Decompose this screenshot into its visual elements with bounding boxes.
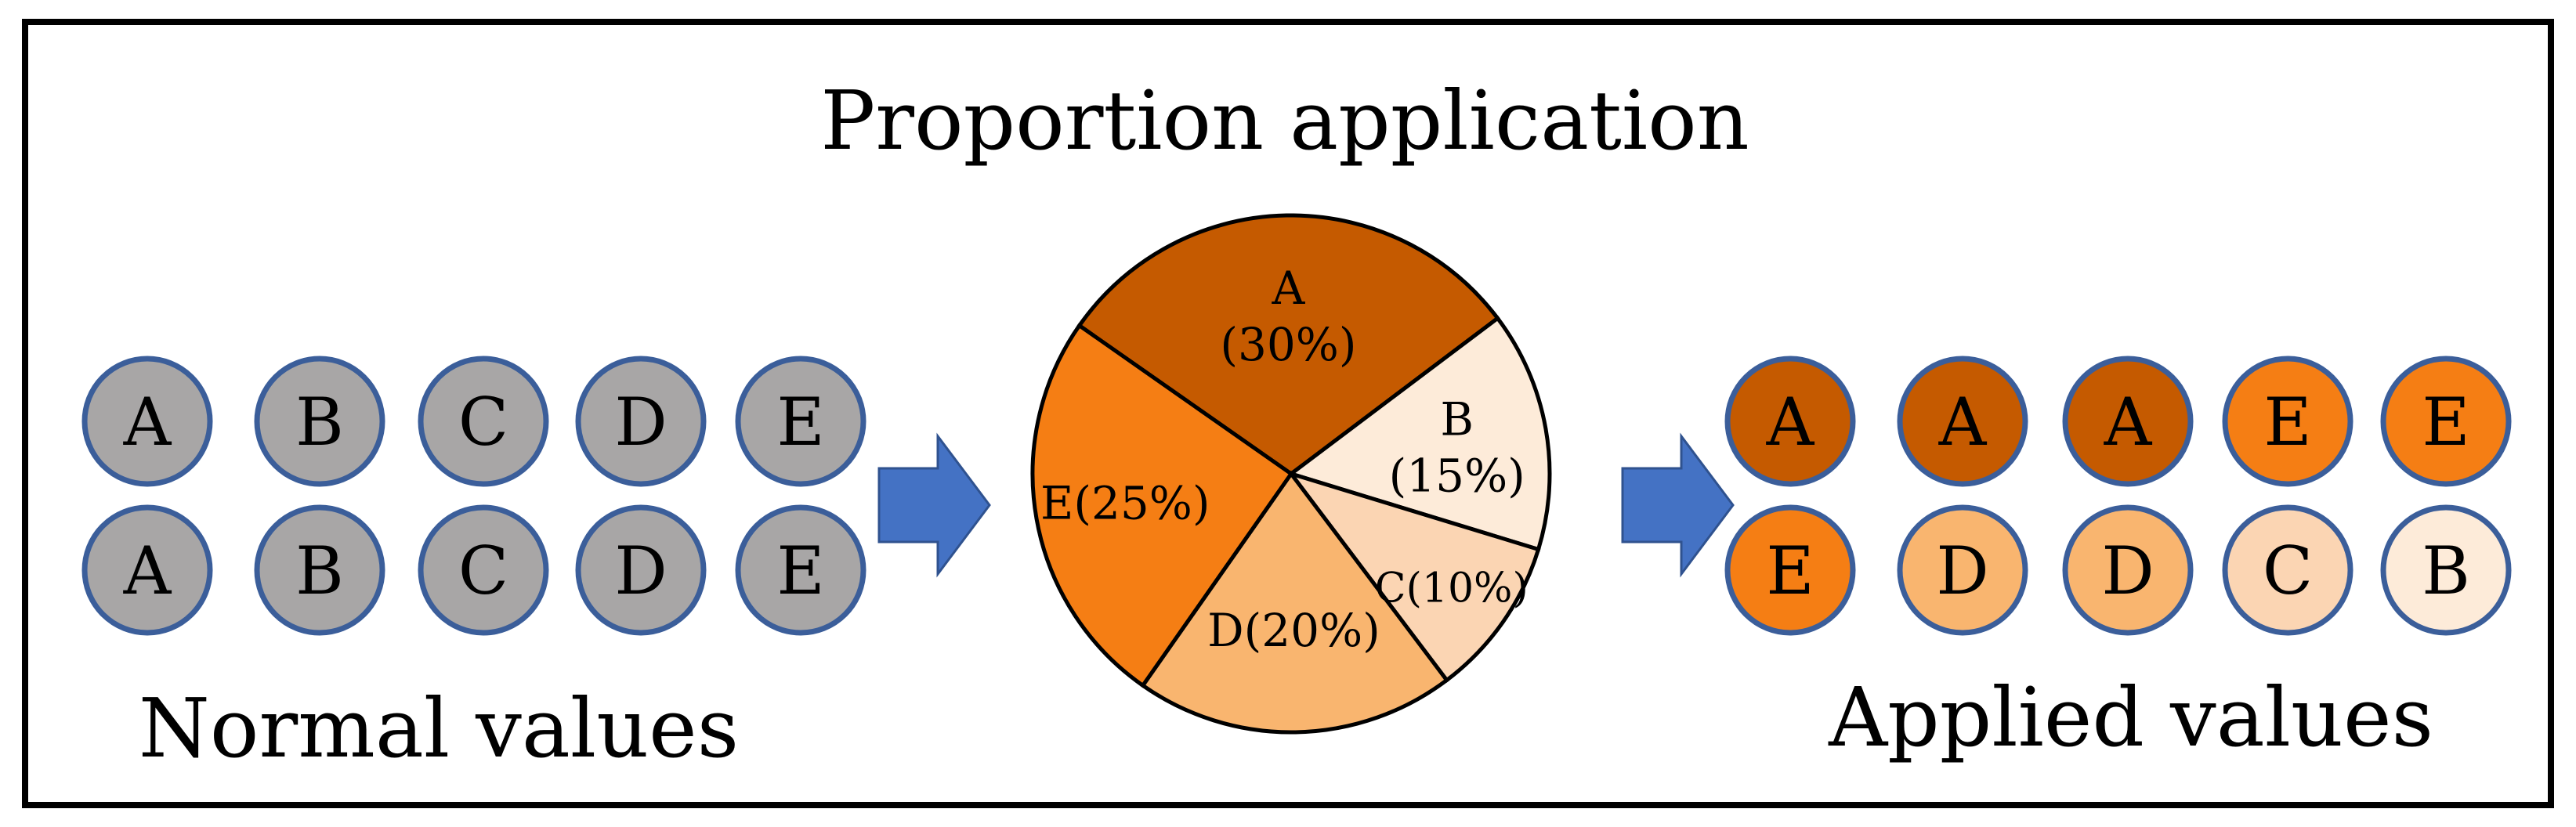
applied-value-circle [2222,356,2353,487]
applied-value-letter: A [2104,384,2153,460]
pie-label-a: A [1271,262,1305,315]
applied-values-grid: A A A E EE D D C B [1724,356,2512,636]
normal-value-circle [81,356,213,487]
normal-values-grid: A B C D E A B C D E [81,356,867,636]
applied-value-letter: E [1766,533,1814,609]
applied-value-letter: A [1766,384,1815,460]
applied-value-circle [2380,504,2512,636]
applied-value-circle [2380,356,2512,487]
normal-value-letter: C [458,533,508,609]
normal-value-letter: D [614,533,667,609]
pie-label-d: D(20%) [1207,604,1380,657]
normal-value-circle [254,504,385,636]
pie-label-percent-a: (30%) [1220,318,1356,371]
applied-value-circle [2062,504,2194,636]
applied-values-label: Applied values [1828,670,2433,765]
normal-value-circle [735,504,867,636]
normal-value-circle [575,356,707,487]
applied-value-letter: D [2101,533,2154,609]
normal-value-letter: D [614,384,667,460]
pie-label-e: E(25%) [1040,476,1210,529]
applied-value-circle [1897,504,2028,636]
applied-value-circle [2062,356,2194,487]
right-arrow-icon [877,432,991,578]
pie-slice-a [1076,213,1501,477]
normal-value-letter: A [123,384,172,460]
normal-value-letter: C [458,384,508,460]
pie-label-b: B [1440,393,1474,446]
normal-value-circle [81,504,213,636]
normal-value-circle [735,356,867,487]
normal-value-letter: A [123,533,172,609]
pie-label-c: C(10%) [1375,565,1529,612]
normal-value-letter: E [776,533,824,609]
diagram-title: Proportion application [820,73,1749,168]
applied-value-letter: E [2422,384,2469,460]
normal-value-letter: B [295,384,344,460]
normal-value-circle [418,504,549,636]
applied-value-circle [1724,356,1856,487]
applied-value-letter: D [1936,533,1988,609]
normal-values-label: Normal values [139,681,739,776]
applied-value-circle [2222,504,2353,636]
applied-value-circle [1897,356,2028,487]
pie-slice-d [1140,470,1450,735]
normal-value-circle [575,504,707,636]
applied-value-circle [1724,504,1856,636]
applied-value-letter: E [2263,384,2311,460]
applied-value-letter: C [2263,533,2313,609]
normal-value-circle [254,356,385,487]
proportion-pie-chart: A(30%) B(15%) C(10%)D(20%) E(25%) [1030,213,1552,735]
applied-value-letter: A [1938,384,1988,460]
normal-value-letter: B [295,533,344,609]
pie-label-percent-b: (15%) [1389,450,1525,503]
normal-value-circle [418,356,549,487]
right-arrow-icon [1621,432,1735,578]
pie-slice-e [1030,323,1294,688]
normal-value-letter: E [776,384,824,460]
pie-slice-c [1286,470,1541,684]
applied-value-letter: B [2422,533,2470,609]
